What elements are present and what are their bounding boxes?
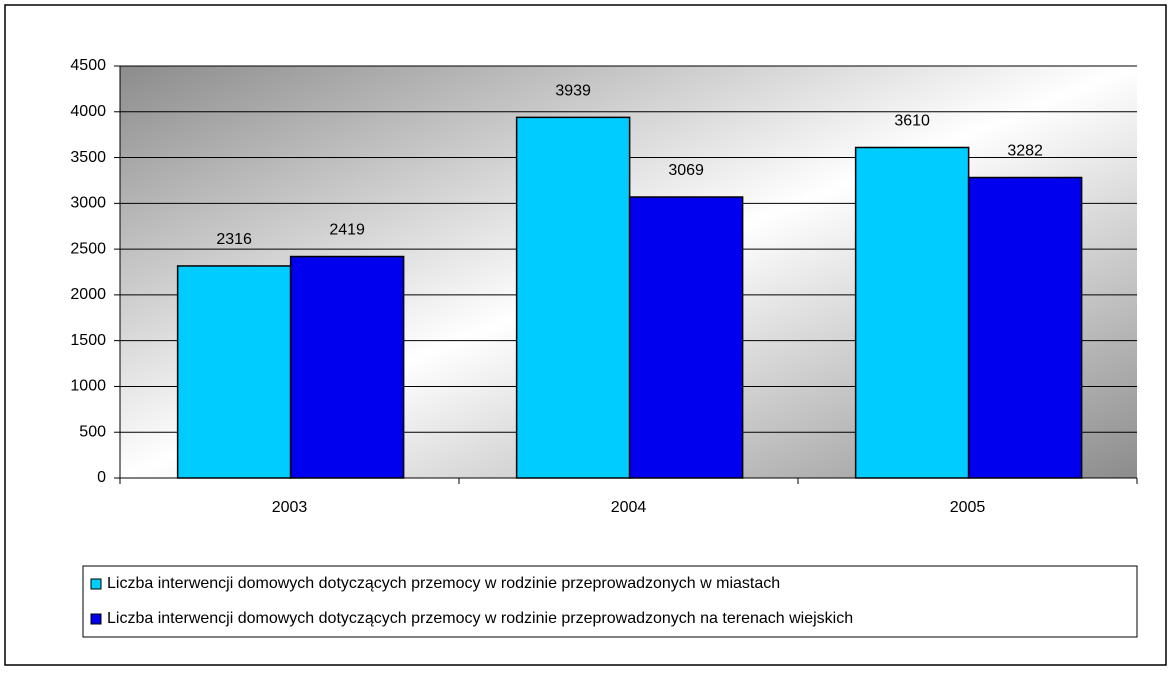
legend-label: Liczba interwencji domowych dotyczących …	[107, 575, 780, 592]
y-tick-label: 2000	[70, 286, 106, 303]
x-tick-label: 2003	[272, 499, 308, 516]
value-label: 2419	[329, 222, 365, 239]
y-tick-label: 3000	[70, 195, 106, 212]
legend-label: Liczba interwencji domowych dotyczących …	[107, 610, 853, 627]
value-label: 3069	[668, 162, 704, 179]
bar	[289, 255, 405, 479]
x-tick-label: 2004	[611, 499, 647, 516]
y-tick-label: 4500	[70, 57, 106, 74]
y-tick-label: 0	[97, 469, 106, 486]
value-label: 3282	[1007, 143, 1043, 160]
legend-swatch	[90, 578, 102, 590]
value-label: 3939	[555, 83, 591, 100]
y-tick-label: 2500	[70, 240, 106, 257]
value-label: 3610	[894, 113, 930, 130]
value-label: 2316	[216, 231, 252, 248]
bar	[628, 196, 744, 479]
bar	[176, 265, 292, 479]
legend-box	[82, 565, 1138, 638]
bar	[854, 146, 970, 479]
x-tick-label: 2005	[950, 499, 986, 516]
y-tick-label: 4000	[70, 103, 106, 120]
y-tick-label: 500	[79, 423, 106, 440]
y-tick-label: 1000	[70, 378, 106, 395]
y-tick-label: 3500	[70, 149, 106, 166]
legend-swatch	[90, 613, 102, 625]
bar	[967, 176, 1083, 479]
y-tick-label: 1500	[70, 332, 106, 349]
bar	[515, 116, 631, 479]
